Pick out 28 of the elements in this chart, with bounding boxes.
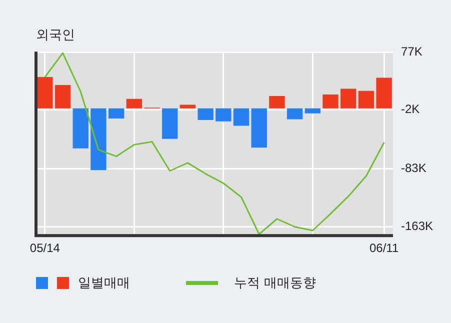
chart-title: 외국인 <box>36 28 75 44</box>
bar <box>304 108 321 114</box>
y-tick-label: 77K <box>400 44 422 59</box>
bar <box>54 85 71 108</box>
bar <box>198 108 214 120</box>
y-tick-label: -83K <box>400 161 426 176</box>
bar <box>251 108 267 148</box>
bar <box>358 90 374 108</box>
bar <box>322 94 338 108</box>
bar <box>90 108 106 170</box>
bar <box>286 108 303 120</box>
bar <box>126 98 142 108</box>
bar <box>216 108 232 122</box>
bar <box>72 108 88 148</box>
y-tick-label: -163K <box>400 219 434 234</box>
bar <box>233 108 250 126</box>
bar <box>340 88 356 108</box>
x-tick-label: 06/11 <box>369 241 399 256</box>
bar <box>180 104 196 108</box>
bar <box>162 108 178 139</box>
x-tick-label: 05/14 <box>30 241 60 256</box>
y-tick-label: -2K <box>400 102 420 116</box>
bar <box>376 78 392 108</box>
bar <box>269 96 285 108</box>
bar <box>108 108 124 119</box>
legend-label: 누적 매매동향 <box>234 275 316 292</box>
bar <box>37 77 53 108</box>
legend-label: 일별매매 <box>78 275 130 292</box>
